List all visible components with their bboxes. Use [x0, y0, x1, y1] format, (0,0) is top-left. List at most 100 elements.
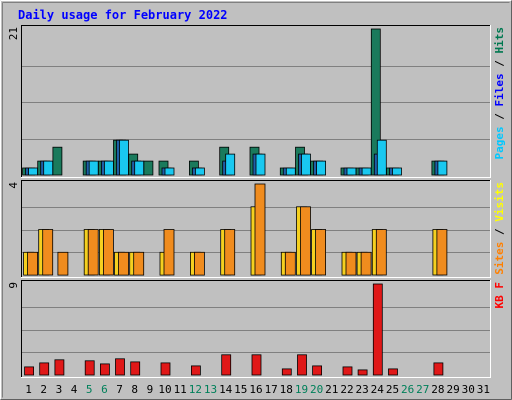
bar-kb-f-day-19 [297, 354, 307, 376]
bar-pages-day-24 [376, 139, 387, 176]
bar-kb-f-day-1 [24, 366, 35, 376]
x-tick-label-day-5: 5 [86, 383, 93, 396]
x-tick-label-day-6: 6 [101, 383, 108, 396]
y-max-label: 4 [7, 182, 20, 189]
chart-panels: 21 Pages / Files / Hits 4 Sites / Visits 9 KB… [7, 25, 506, 378]
bar-sites-day-23 [360, 251, 372, 276]
legend-visits-sites: Sites / Visits [493, 182, 506, 275]
x-tick-label-day-29: 29 [446, 383, 459, 396]
bar-pages-day-23 [361, 167, 372, 176]
bar-kb-f-day-2 [39, 362, 50, 376]
y-max-label: 21 [7, 27, 20, 40]
chart-title: Daily usage for February 2022 [18, 8, 228, 22]
legend-separator: / [493, 107, 506, 127]
legend-item-sites: Sites [493, 242, 506, 275]
bar-pages-day-6 [104, 160, 114, 176]
bar-kb-f-day-16 [251, 354, 262, 376]
bar-pages-day-16 [255, 153, 266, 176]
x-tick-label-day-3: 3 [56, 383, 63, 396]
legend-separator: / [493, 54, 506, 74]
legend-separator: / [493, 222, 506, 242]
bar-kb-f-day-14 [221, 354, 232, 376]
x-tick-label-day-17: 17 [265, 383, 278, 396]
x-tick-label-day-14: 14 [219, 383, 233, 396]
bar-pages-day-19 [301, 153, 311, 176]
bar-kb-f-day-10 [160, 362, 171, 376]
bar-pages-day-28 [437, 160, 448, 176]
bar-sites-day-1 [27, 251, 39, 276]
panel-visits-sites: 4 Sites / Visits [7, 180, 506, 278]
bar-kb-f-day-8 [130, 361, 141, 376]
bar-pages-day-1 [28, 167, 39, 176]
x-tick-label-day-15: 15 [234, 383, 247, 396]
x-tick-label-day-1: 1 [25, 383, 32, 396]
bar-kb-f-day-22 [342, 366, 353, 376]
bar-sites-day-18 [284, 251, 296, 276]
bar-kb-f-day-25 [388, 368, 398, 376]
x-tick-label-day-19: 19 [295, 383, 308, 396]
bar-pages-day-14 [225, 153, 236, 176]
bar-sites-day-19 [300, 206, 311, 276]
bar-kb-f-day-6 [100, 363, 110, 376]
x-tick-label-day-27: 27 [416, 383, 429, 396]
x-tick-label-day-8: 8 [131, 383, 138, 396]
x-tick-label-day-26: 26 [401, 383, 414, 396]
bar-pages-day-2 [43, 160, 54, 176]
x-tick-label-day-23: 23 [355, 383, 368, 396]
bar-kb-f-day-7 [115, 358, 125, 376]
bar-hits-day-9 [143, 160, 154, 176]
x-tick-label-day-11: 11 [174, 383, 187, 396]
bar-sites-day-20 [315, 229, 327, 276]
bar-pages-day-22 [346, 167, 357, 176]
bar-sites-day-28 [436, 229, 448, 276]
bar-kb-f-day-5 [84, 360, 95, 376]
panel-kbytes: 9 KB F [7, 280, 506, 378]
bar-sites-day-10 [163, 229, 175, 276]
bar-sites-day-7 [118, 251, 129, 276]
legend-hits-files-pages: Pages / Files / Hits [493, 27, 506, 160]
bar-kb-f-day-3 [54, 359, 65, 376]
x-tick-label-day-30: 30 [462, 383, 475, 396]
legend-item-pages: Pages [493, 126, 506, 159]
bar-pages-day-18 [285, 167, 296, 176]
x-tick-label-day-7: 7 [116, 383, 123, 396]
bar-kb-f-day-20 [312, 365, 323, 376]
y-max-label: 9 [7, 282, 20, 289]
legend-item-kb-f: KB F [493, 282, 506, 309]
bar-sites-day-24 [375, 229, 387, 276]
x-tick-label-day-22: 22 [340, 383, 353, 396]
x-tick-label-day-25: 25 [386, 383, 399, 396]
x-tick-label-day-24: 24 [371, 383, 385, 396]
bar-pages-day-7 [119, 139, 129, 176]
bar-pages-day-20 [316, 160, 327, 176]
x-axis-day-labels: 1 2 3 4 5 6 7 8 9 10 11 12 13 14 15 16 17 18 19 20 21 22 23 24 2… [25, 383, 490, 396]
x-tick-label-day-28: 28 [431, 383, 444, 396]
bar-sites-day-3 [57, 251, 69, 276]
bar-kb-f-day-23 [357, 369, 368, 376]
bar-sites-day-6 [103, 229, 114, 276]
x-tick-label-day-4: 4 [71, 383, 78, 396]
legend-item-visits: Visits [493, 182, 506, 222]
legend-item-hits: Hits [493, 27, 506, 54]
bar-sites-day-14 [224, 229, 236, 276]
x-tick-label-day-10: 10 [158, 383, 171, 396]
x-tick-label-day-31: 31 [477, 383, 490, 396]
bar-hits-day-3 [52, 146, 63, 176]
bar-sites-day-22 [345, 251, 357, 276]
bar-pages-day-10 [164, 167, 175, 176]
legend-kbytes: KB F [493, 282, 506, 309]
x-tick-label-day-2: 2 [40, 383, 47, 396]
bar-sites-day-8 [133, 251, 145, 276]
bar-pages-day-25 [392, 167, 402, 176]
x-tick-label-day-18: 18 [280, 383, 293, 396]
bar-sites-day-16 [254, 183, 266, 276]
x-tick-label-day-21: 21 [325, 383, 338, 396]
bar-sites-day-12 [193, 251, 205, 276]
bar-kb-f-day-24 [372, 283, 383, 376]
bar-pages-day-12 [194, 167, 205, 176]
x-tick-label-day-9: 9 [147, 383, 154, 396]
legend-item-files: Files [493, 73, 506, 106]
bar-kb-f-day-18 [281, 368, 292, 376]
bar-sites-day-2 [42, 229, 54, 276]
